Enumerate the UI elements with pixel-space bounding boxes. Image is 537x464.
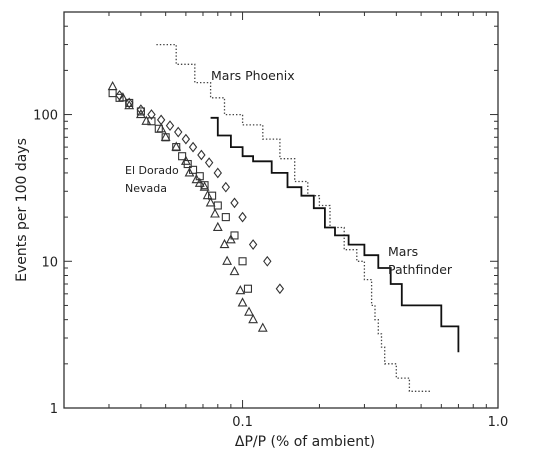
diamond-marker <box>181 133 191 145</box>
square-marker <box>200 181 209 190</box>
square-marker <box>230 231 239 240</box>
diamond-marker <box>204 157 214 169</box>
diamond-marker <box>188 141 198 153</box>
y-axis-label: Events per 100 days <box>14 138 30 282</box>
triangle-marker <box>222 255 233 265</box>
square-marker <box>115 93 124 102</box>
series-lines <box>156 43 460 392</box>
axis-ticks <box>63 11 499 409</box>
square-marker <box>178 152 187 161</box>
annotation-mars-phoenix: Mars Phoenix <box>211 68 295 83</box>
triangle-marker <box>248 313 259 324</box>
square-marker <box>108 89 117 98</box>
annotation-pathfinder: Pathfinder <box>388 262 453 277</box>
triangle-marker <box>202 190 213 200</box>
annotation-nevada: Nevada <box>125 182 167 195</box>
diamond-marker <box>156 114 166 126</box>
diamond-marker <box>147 109 156 120</box>
square-marker <box>208 191 217 200</box>
triangle-marker <box>229 265 240 276</box>
square-marker <box>154 124 163 133</box>
triangle-marker <box>205 197 216 207</box>
x-axis-label: ΔP/P (% of ambient) <box>235 434 375 450</box>
diamond-marker <box>275 283 285 295</box>
diamond-marker <box>230 197 239 209</box>
square-marker <box>195 172 204 181</box>
square-marker <box>213 201 222 210</box>
diamond-marker <box>197 149 206 161</box>
square-marker <box>221 213 230 222</box>
y-tick-label: 1 <box>50 402 58 417</box>
triangle-marker <box>244 306 254 316</box>
triangle-marker <box>210 208 220 218</box>
square-marker <box>243 284 253 293</box>
square-marker <box>172 143 181 152</box>
diamond-marker <box>136 104 146 116</box>
triangle-marker <box>237 297 248 307</box>
y-tick-label: 100 <box>33 109 58 124</box>
series-line-mars-phoenix <box>156 43 432 392</box>
annotation-el-dorado: El Dorado <box>125 164 179 177</box>
diamond-marker <box>213 167 222 179</box>
scatter-markers <box>107 80 285 332</box>
square-marker <box>183 159 192 169</box>
diamond-marker <box>263 255 272 267</box>
series-line-mars-pathfinder <box>210 116 460 353</box>
plot-frame <box>63 11 499 409</box>
triangle-marker <box>235 285 246 295</box>
square-marker <box>161 133 170 142</box>
diamond-marker <box>174 126 183 138</box>
triangle-marker <box>107 80 118 91</box>
triangle-marker <box>135 108 146 119</box>
triangle-marker <box>199 181 210 191</box>
axis-tick-labels: 0.1 1.0 1 10 100 <box>33 109 508 430</box>
triangle-marker <box>191 173 202 184</box>
x-tick-label: 0.1 <box>232 415 253 430</box>
annotation-mars: Mars <box>388 244 418 259</box>
diamond-marker <box>125 97 134 109</box>
diamond-marker <box>248 239 258 250</box>
square-marker <box>238 257 247 266</box>
y-tick-label: 10 <box>41 255 58 270</box>
diamond-marker <box>221 181 231 193</box>
triangle-marker <box>219 238 230 249</box>
triangle-marker <box>194 177 205 187</box>
diamond-marker <box>238 211 247 223</box>
diamond-marker <box>165 120 175 132</box>
triangle-marker <box>212 221 223 232</box>
square-marker <box>147 117 156 126</box>
x-tick-label: 1.0 <box>488 415 509 430</box>
square-marker <box>188 165 198 174</box>
triangle-marker <box>257 322 268 332</box>
diamond-marker <box>115 90 124 101</box>
triangle-marker <box>184 167 195 177</box>
